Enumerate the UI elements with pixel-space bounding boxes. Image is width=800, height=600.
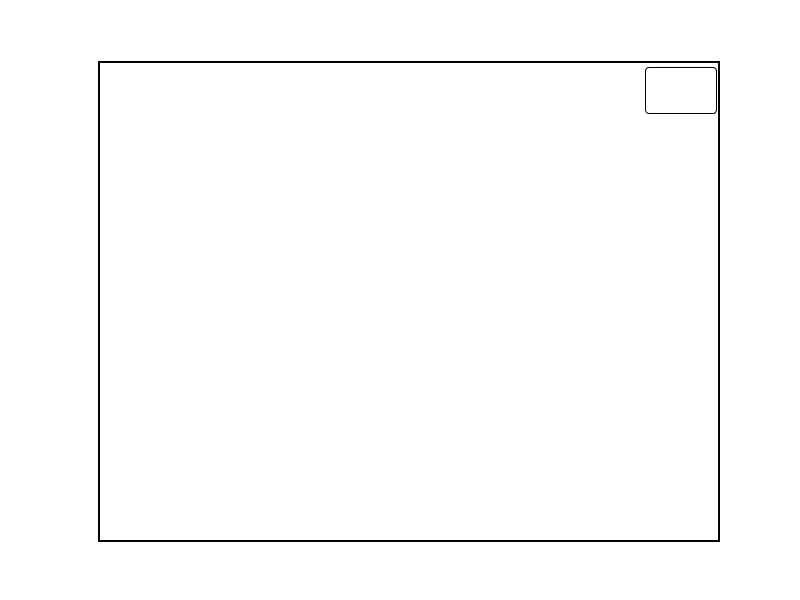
- plot-area: [98, 61, 720, 542]
- legend: [645, 67, 717, 114]
